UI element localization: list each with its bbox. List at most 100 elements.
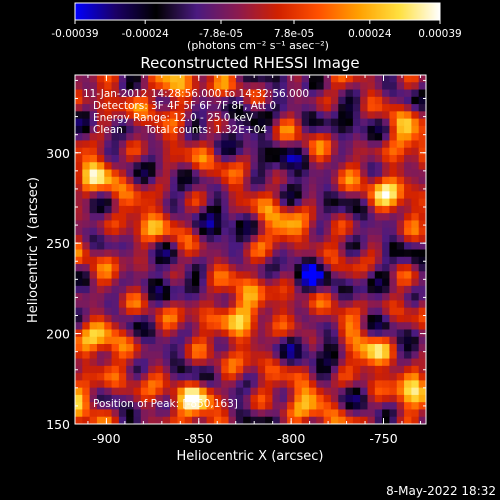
heatmap-cell [96,387,105,396]
heatmap-cell [140,133,149,141]
heatmap-cell [96,147,105,156]
heatmap-cell [221,133,229,141]
heatmap-cell [133,307,142,316]
heatmap-cell [177,162,186,170]
heatmap-cell [118,322,127,330]
heatmap-cell [287,358,295,367]
heatmap-cell [75,416,83,425]
heatmap-cell [126,278,134,287]
heatmap-cell [330,329,339,338]
heatmap-cell [206,271,215,279]
heatmap-cell [118,416,127,425]
heatmap-cell [104,402,112,410]
heatmap-cell [82,140,91,149]
heatmap-cell [418,351,427,359]
heatmap-cell [133,402,142,410]
heatmap-cell [140,409,149,418]
heatmap-cell [184,205,193,214]
heatmap-cell [221,278,229,287]
heatmap-cell [287,307,295,316]
heatmap-cell [184,220,193,229]
heatmap-cell [162,322,171,330]
heatmap-cell [360,176,368,185]
heatmap-cell [82,351,91,359]
heatmap-cell [140,373,149,381]
heatmap-cell [199,227,208,236]
heatmap-cell [374,96,383,105]
heatmap-cell [250,402,259,410]
heatmap-cell [330,249,339,258]
heatmap-cell [294,394,303,403]
heatmap-cell [389,409,398,418]
heatmap-cell [265,234,273,243]
heatmap-cell [382,373,390,381]
heatmap-cell [133,242,142,250]
heatmap-cell [82,300,91,309]
heatmap-cell [367,387,376,396]
heatmap-cell [133,111,142,120]
heatmap-cell [199,176,208,185]
heatmap-cell [257,125,266,134]
heatmap-cell [382,118,390,127]
heatmap-cell [111,256,120,265]
heatmap-cell [206,220,215,229]
heatmap-cell [96,96,105,105]
heatmap-cell [330,394,339,403]
heatmap-cell [323,402,332,410]
heatmap-cell [96,285,105,294]
heatmap-cell [250,191,259,199]
heatmap-cell [352,169,361,178]
heatmap-cell [104,75,112,83]
heatmap-cell [330,256,339,265]
heatmap-cell [396,329,405,338]
heatmap-cell [250,75,259,83]
heatmap-cell [126,271,134,279]
heatmap-cell [206,242,215,250]
heatmap-cell [148,344,156,352]
heatmap-cell [257,162,266,170]
heatmap-cell [228,387,237,396]
heatmap-cell [228,89,237,98]
heatmap-cell [323,249,332,258]
heatmap-cell [411,133,420,141]
heatmap-cell [301,394,310,403]
heatmap-cell [148,322,156,330]
heatmap-cell [243,133,251,141]
heatmap-cell [155,82,164,90]
heatmap-cell [148,213,156,221]
heatmap-cell [75,125,83,134]
heatmap-cell [360,322,368,330]
heatmap-cell [316,351,325,359]
heatmap-cell [382,394,390,403]
heatmap-cell [294,169,303,178]
heatmap-cell [294,176,303,185]
heatmap-cell [411,249,420,258]
heatmap-cell [75,293,83,301]
heatmap-cell [170,409,178,418]
heatmap-cell [89,169,98,178]
heatmap-cell [374,293,383,301]
heatmap-cell [82,227,91,236]
heatmap-cell [155,96,164,105]
heatmap-cell [265,271,273,279]
heatmap-cell [133,96,142,105]
heatmap-cell [177,104,186,112]
heatmap-cell [140,307,149,316]
heatmap-cell [265,162,273,170]
heatmap-cell [250,220,259,229]
heatmap-cell [82,220,91,229]
heatmap-cell [89,82,98,90]
heatmap-cell [287,162,295,170]
heatmap-cell [126,89,134,98]
heatmap-cell [323,344,332,352]
heatmap-cell [404,351,412,359]
heatmap-cell [338,249,346,258]
heatmap-cell [360,147,368,156]
heatmap-cell [206,387,215,396]
heatmap-cell [170,198,178,207]
heatmap-cell [345,176,354,185]
annotation-clean: Clean [93,124,123,136]
heatmap-cell [89,249,98,258]
heatmap-cell [155,118,164,127]
heatmap-cell [360,242,368,250]
